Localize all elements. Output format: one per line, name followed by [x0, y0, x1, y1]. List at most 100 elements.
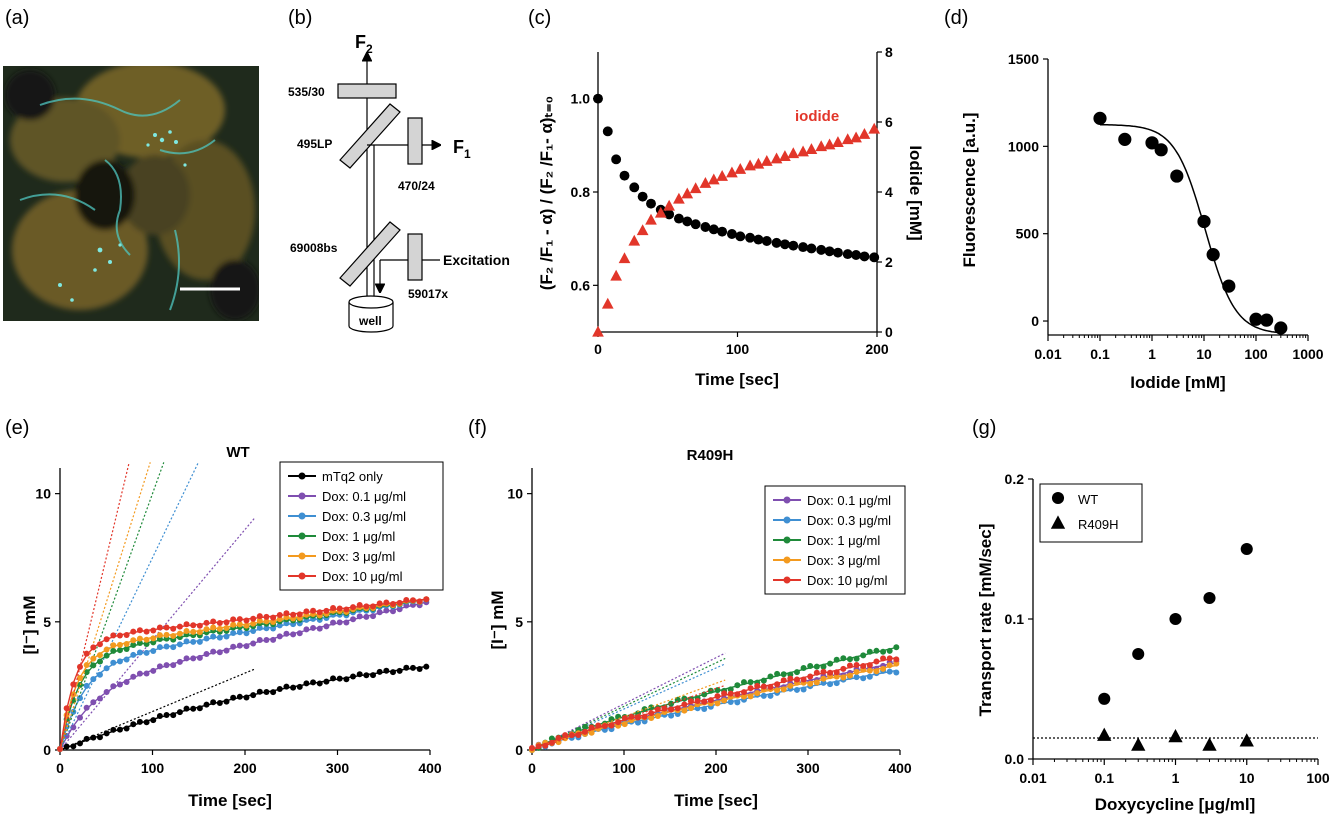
chart-e-point: [143, 670, 150, 677]
chart-e-point: [123, 645, 130, 652]
chart-f-point: [747, 685, 754, 692]
chart-c-yright-tick-label: 6: [885, 114, 893, 130]
chart-f-point: [813, 669, 820, 676]
chart-f-point: [754, 682, 761, 689]
chart-e-xtick-label: 400: [418, 760, 442, 776]
chart-e-point: [216, 625, 223, 632]
filter-59017: [407, 233, 423, 281]
chart-e-point: [130, 637, 137, 644]
chart-e-point: [163, 624, 170, 631]
chart-f-point: [820, 668, 827, 675]
panel-label-g: (g): [972, 417, 996, 439]
chart-e-legend-marker: [298, 472, 306, 480]
chart-c-iodide-point: [760, 154, 773, 166]
chart-f-ytick-label: 10: [507, 486, 523, 502]
chart-e-point: [316, 609, 323, 616]
chart-f-point: [681, 707, 688, 714]
chart-e-xlabel: Time [sec]: [188, 791, 272, 810]
chart-e-point: [216, 649, 223, 656]
chart-f-point: [840, 674, 847, 681]
chart-g-r409h-point: [1239, 733, 1254, 747]
chart-f-point: [634, 719, 641, 726]
chart-f-point: [853, 668, 860, 675]
chart-f-legend-label: Dox: 3 μg/ml: [807, 553, 880, 568]
chart-e-point: [363, 603, 370, 610]
chart-f-point: [681, 701, 688, 708]
chart-f-point: [727, 690, 734, 697]
chart-e-point: [83, 704, 90, 711]
chart-f-point: [714, 700, 721, 707]
chart-c-yright-tick-label: 8: [885, 44, 893, 60]
chart-g-xtick-label: 100: [1306, 770, 1330, 786]
chart-e-point: [90, 734, 97, 741]
chart-e-point: [143, 628, 150, 635]
chart-e-point: [356, 613, 363, 620]
chart-c-ratio-point: [629, 182, 640, 193]
chart-e-point: [210, 624, 217, 631]
chart-e-point: [170, 632, 177, 639]
chart-e-point: [130, 721, 137, 728]
chart-e-point: [156, 712, 163, 719]
chart-f-point: [734, 682, 741, 689]
chart-e-initial-rate-line: [59, 462, 165, 751]
chart-e-point: [276, 633, 283, 640]
chart-e-point: [223, 633, 230, 640]
chart-c-iodide-annotation: iodide: [795, 108, 839, 125]
chart-e-point: [276, 616, 283, 623]
chart-e-point: [416, 665, 423, 672]
chart-g-xtick-label: 0.1: [1095, 770, 1115, 786]
chart-e-point: [336, 675, 343, 682]
chart-e-point: [236, 642, 243, 649]
chart-f-xtick-label: 400: [888, 760, 912, 776]
chart-e-point: [196, 638, 203, 645]
chart-f-point: [668, 700, 675, 707]
chart-c-iodide-point: [805, 143, 818, 154]
chart-e-point: [163, 643, 170, 650]
chart-f-marks: [529, 644, 900, 753]
chart-f-point: [648, 714, 655, 721]
chart-e-point: [403, 664, 410, 671]
chart-f-point: [648, 710, 655, 717]
chart-f-point: [641, 706, 648, 713]
chart-g-ytick-label: 0.0: [1005, 751, 1025, 767]
chart-c-ratio-point: [745, 232, 756, 243]
chart-c-iodide-point: [815, 140, 828, 152]
chart-e-point: [316, 680, 323, 687]
f1-label: F1: [453, 137, 471, 161]
chart-e-point: [283, 630, 290, 637]
chart-e-title: WT: [226, 444, 249, 461]
chart-c-ratio-point: [664, 209, 675, 220]
chart-e-point: [270, 625, 277, 632]
chart-e-point: [110, 647, 117, 654]
chart-c-ratio-point: [779, 239, 790, 250]
chart-f-point: [793, 676, 800, 683]
chart-e-point: [323, 623, 330, 630]
chart-e-legend-label: Dox: 3 μg/ml: [322, 549, 395, 564]
chart-e-point: [136, 627, 143, 634]
dichroic-69008-label: 69008bs: [290, 241, 338, 255]
chart-e-point: [70, 724, 77, 731]
chart-g-axes: 0.01 0.1 1 10 100 0.0 0.1 0.2: [1005, 471, 1330, 786]
chart-e-initial-rate-line: [59, 462, 151, 751]
chart-f-point: [880, 655, 887, 662]
chart-d-ytick-label: 500: [1016, 226, 1040, 242]
chart-e-legend-marker: [298, 532, 306, 540]
chart-e-point: [116, 647, 123, 654]
panel-label-d: (d): [944, 7, 968, 29]
chart-e-point: [96, 734, 103, 741]
chart-e-point: [83, 662, 90, 669]
chart-c-iodide-point: [858, 128, 871, 139]
chart-e-point: [163, 631, 170, 638]
chart-f-point: [687, 698, 694, 705]
chart-c-ylabel: (F₂ /F₁ - α) / (F₂ /F₁- α)ₜ₌₀: [537, 96, 556, 290]
chart-e-point: [243, 617, 250, 624]
chart-e-point: [223, 647, 230, 654]
chart-f-point: [740, 689, 747, 696]
filter-59017-label: 59017x: [408, 287, 448, 301]
chart-c-axes: 0 100 200 0.6 0.8 1.0 0 2 4 6 8: [571, 44, 893, 357]
chart-g-wt-point: [1098, 692, 1111, 705]
chart-e-point: [223, 619, 230, 626]
chart-e-point: [203, 635, 210, 642]
chart-f-point: [621, 721, 628, 728]
chart-e-point: [103, 730, 110, 737]
